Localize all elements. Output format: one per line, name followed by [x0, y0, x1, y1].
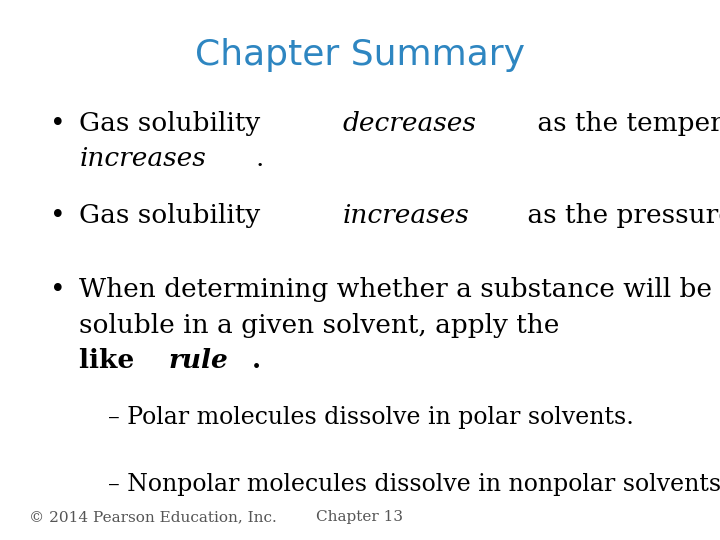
Text: .: . [251, 348, 261, 373]
Text: – Polar molecules dissolve in polar solvents.: – Polar molecules dissolve in polar solv… [108, 406, 634, 429]
Text: soluble in a given solvent, apply the: soluble in a given solvent, apply the [79, 313, 568, 338]
Text: •: • [50, 203, 66, 229]
Text: like: like [79, 348, 143, 373]
Text: •: • [50, 111, 66, 137]
Text: increases: increases [79, 146, 206, 171]
Text: Gas solubility: Gas solubility [79, 111, 269, 136]
Text: •: • [50, 277, 66, 303]
Text: .: . [256, 146, 264, 171]
Text: When determining whether a substance will be: When determining whether a substance wil… [79, 277, 712, 302]
Text: decreases: decreases [343, 111, 477, 136]
Text: © 2014 Pearson Education, Inc.: © 2014 Pearson Education, Inc. [29, 510, 276, 524]
Text: Gas solubility: Gas solubility [79, 203, 269, 228]
Text: Chapter 13: Chapter 13 [317, 510, 403, 524]
Text: Chapter Summary: Chapter Summary [195, 38, 525, 72]
Text: – Nonpolar molecules dissolve in nonpolar solvents.: – Nonpolar molecules dissolve in nonpola… [108, 472, 720, 496]
Text: as the pressure: as the pressure [518, 203, 720, 228]
Text: as the temperature: as the temperature [528, 111, 720, 136]
Text: rule: rule [168, 348, 228, 373]
Text: increases: increases [343, 203, 469, 228]
